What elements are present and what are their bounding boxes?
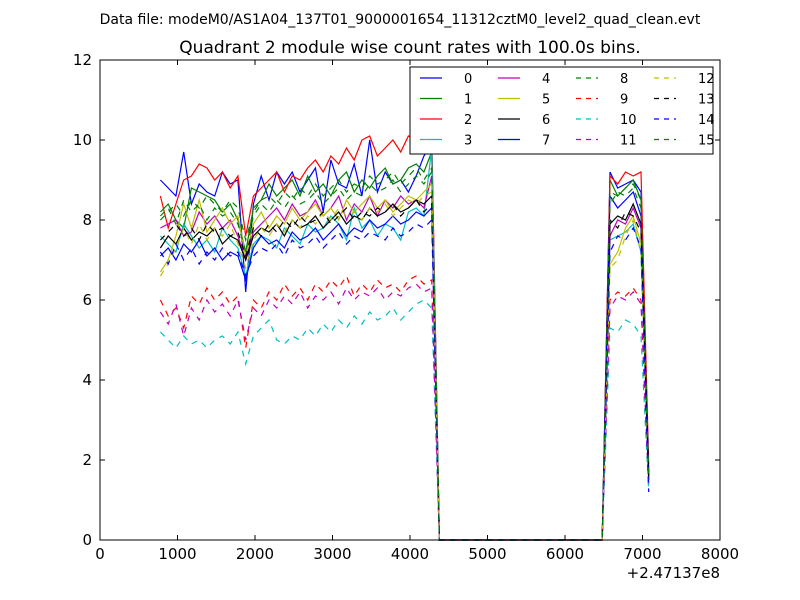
legend-label-3: 3 — [464, 134, 472, 149]
series-lines — [159, 127, 650, 541]
x-tick-label: 3000 — [313, 545, 351, 563]
legend-label-8: 8 — [620, 72, 628, 87]
legend-label-14: 14 — [698, 113, 715, 128]
x-tick-label: 2000 — [236, 545, 274, 563]
legend-label-11: 11 — [620, 134, 637, 149]
x-offset-label: +2.47137e8 — [627, 564, 720, 582]
series-line-9 — [159, 274, 650, 541]
x-tick-label: 6000 — [546, 545, 584, 563]
legend-label-4: 4 — [542, 72, 550, 87]
x-tick-label: 7000 — [623, 545, 661, 563]
series-line-10 — [159, 299, 650, 541]
y-tick-label: 10 — [73, 131, 92, 149]
series-line-4 — [160, 175, 650, 541]
legend-label-12: 12 — [698, 72, 715, 87]
legend-label-1: 1 — [464, 93, 472, 108]
x-tick-label: 1000 — [158, 545, 196, 563]
chart-title: Quadrant 2 module wise count rates with … — [179, 38, 640, 58]
y-tick-label: 2 — [82, 451, 92, 469]
legend-label-10: 10 — [620, 113, 637, 128]
series-line-13 — [159, 199, 650, 541]
x-tick-label: 0 — [95, 545, 105, 563]
legend-label-0: 0 — [464, 72, 472, 87]
legend-label-13: 13 — [698, 93, 715, 108]
series-line-14 — [159, 218, 650, 541]
y-tick-label: 8 — [82, 211, 92, 229]
legend-label-6: 6 — [542, 113, 550, 128]
x-tick-label: 5000 — [468, 545, 506, 563]
data-file-label: Data file: modeM0/AS1A04_137T01_90000016… — [100, 12, 701, 28]
series-line-11 — [159, 283, 650, 541]
x-tick-label: 8000 — [701, 545, 739, 563]
legend-label-9: 9 — [620, 93, 628, 108]
legend-label-2: 2 — [464, 113, 472, 128]
legend-label-7: 7 — [542, 134, 550, 149]
series-line-2 — [159, 127, 650, 541]
legend-label-5: 5 — [542, 93, 550, 108]
x-tick-label: 4000 — [391, 545, 429, 563]
y-tick-label: 4 — [82, 371, 92, 389]
y-tick-label: 0 — [82, 531, 92, 549]
axes: 0 1000 2000 3000 4000 5000 6000 7000 80000246810… — [73, 51, 739, 582]
series-line-6 — [159, 194, 650, 541]
y-tick-label: 6 — [82, 291, 92, 309]
series-line-3 — [159, 147, 650, 541]
y-tick-label: 12 — [73, 51, 92, 69]
legend-label-15: 15 — [698, 134, 715, 149]
legend-box — [409, 66, 714, 155]
